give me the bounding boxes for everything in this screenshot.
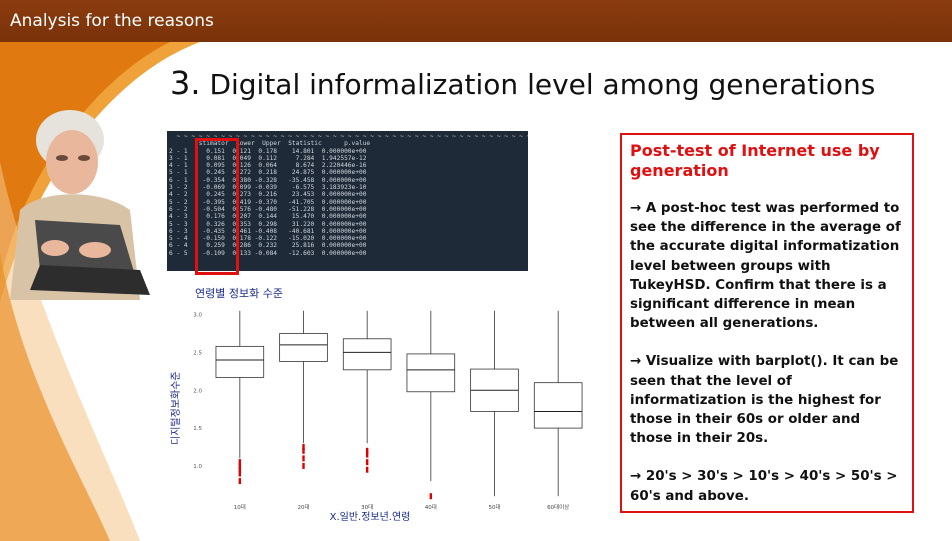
console-row: 3 - 1 0.081 0.049 0.112 7.284 1.942557e-… [169, 154, 367, 162]
box-outlier [302, 455, 305, 462]
x-tick-label: 10대 [234, 503, 246, 511]
y-tick-label: 1.5 [193, 426, 202, 432]
estimator-highlight-box [195, 138, 239, 275]
box-outlier [365, 466, 369, 473]
console-row: 5 - 4 -0.150 0.178 -0.122 -15.020 0.0000… [169, 235, 367, 243]
box-iqr [406, 353, 456, 393]
console-row: 3 - 2 -0.069 0.099 -0.039 -6.575 3.18392… [169, 184, 367, 192]
x-tick-label: 30대 [361, 503, 373, 511]
heading-number: 3. [170, 64, 201, 102]
box-iqr [342, 338, 392, 371]
box-outlier [302, 462, 305, 469]
box-outlier [238, 478, 242, 485]
box-outlier [238, 466, 242, 473]
console-row: ~ ~ ~ ~ ~ ~ ~ ~ ~ ~ ~ ~ ~ ~ ~ ~ ~ ~ ~ ~ … [176, 133, 528, 140]
console-row: 5 - 1 0.245 0.272 0.218 24.875 0.000000e… [169, 169, 367, 177]
box-outlier [365, 451, 369, 458]
console-row: 6 - 4 0.259 0.286 0.232 25.816 0.000000e… [169, 242, 367, 250]
elderly-woman-laptop-photo [10, 110, 150, 300]
console-row: 6 - 3 -0.435 0.461 -0.408 -40.681 0.0000… [169, 227, 367, 235]
textbox-paragraph-3: → 20's > 30's > 10's > 40's > 50's > 60'… [630, 469, 898, 504]
x-axis-label: X.일반.정보년.연령 [330, 511, 411, 523]
textbox-paragraph-2: → Visualize with barplot(). It can be se… [630, 354, 899, 447]
r-console-output: ~ ~ ~ ~ ~ ~ ~ ~ ~ ~ ~ ~ ~ ~ ~ ~ ~ ~ ~ ~ … [167, 131, 528, 271]
console-row: 5 - 2 -0.395 0.419 -0.370 -41.705 0.0000… [169, 198, 367, 206]
box-outlier [238, 470, 242, 477]
box-outlier [238, 462, 242, 469]
textbox-paragraph-1: → A post-hoc test was performed to see t… [630, 201, 901, 332]
explanation-textbox: Post-test of Internet use by generation … [620, 133, 914, 513]
console-row: 4 - 3 0.176 0.207 0.144 15.470 0.000000e… [169, 213, 367, 221]
slide-heading: 3. Digital informalization level among g… [170, 64, 875, 102]
box-outlier [365, 459, 369, 466]
slide-header-bar: Analysis for the reasons [0, 0, 952, 42]
console-row: 2 - 1 0.151 0.121 0.178 14.801 0.000000e… [169, 147, 367, 155]
x-tick-label: 40대 [425, 503, 437, 511]
decorative-swoosh [0, 42, 200, 541]
box-outlier [238, 459, 242, 466]
box-iqr [215, 345, 265, 378]
x-tick-label: 20대 [297, 503, 309, 511]
x-tick-label: 50대 [488, 503, 500, 511]
console-row: 4 - 1 0.095 0.126 0.064 8.674 2.220446e-… [169, 162, 367, 170]
console-row: 6 - 1 -0.354 0.380 -0.328 -35.458 0.0000… [169, 176, 367, 184]
slide-header-title: Analysis for the reasons [10, 11, 214, 31]
chart-title: 연령별 정보화 수준 [195, 287, 283, 300]
y-tick-label: 2.5 [193, 350, 202, 356]
heading-text: Digital informalization level among gene… [209, 68, 876, 101]
y-tick-label: 2.0 [193, 388, 202, 394]
box-iqr [279, 333, 328, 362]
textbox-title: Post-test of Internet use by generation [630, 141, 880, 180]
box-iqr [533, 382, 583, 429]
console-row: 5 - 3 0.326 0.353 0.298 31.220 0.000000e… [169, 220, 367, 228]
console-row: 6 - 5 -0.109 0.133 -0.084 -12.603 0.0000… [169, 249, 367, 257]
box-outlier [302, 447, 305, 454]
y-tick-label: 1.0 [193, 464, 202, 470]
tukey-result-table: ~ ~ ~ ~ ~ ~ ~ ~ ~ ~ ~ ~ ~ ~ ~ ~ ~ ~ ~ ~ … [167, 131, 528, 257]
x-tick-label: 60대이상 [547, 503, 569, 511]
y-axis-label: 디지털정보화수준 [170, 371, 182, 445]
y-tick-label: 3.0 [193, 313, 202, 319]
box-outlier [365, 447, 369, 454]
box-outlier [302, 444, 305, 451]
console-row: 4 - 2 0.245 0.273 0.216 23.453 0.000000e… [169, 191, 367, 199]
console-header-row: stimator Lower Upper Statistic p.value [198, 140, 371, 148]
console-row: 6 - 2 -0.504 0.576 -0.480 -51.228 0.0000… [169, 205, 367, 213]
box-outlier [429, 493, 433, 500]
